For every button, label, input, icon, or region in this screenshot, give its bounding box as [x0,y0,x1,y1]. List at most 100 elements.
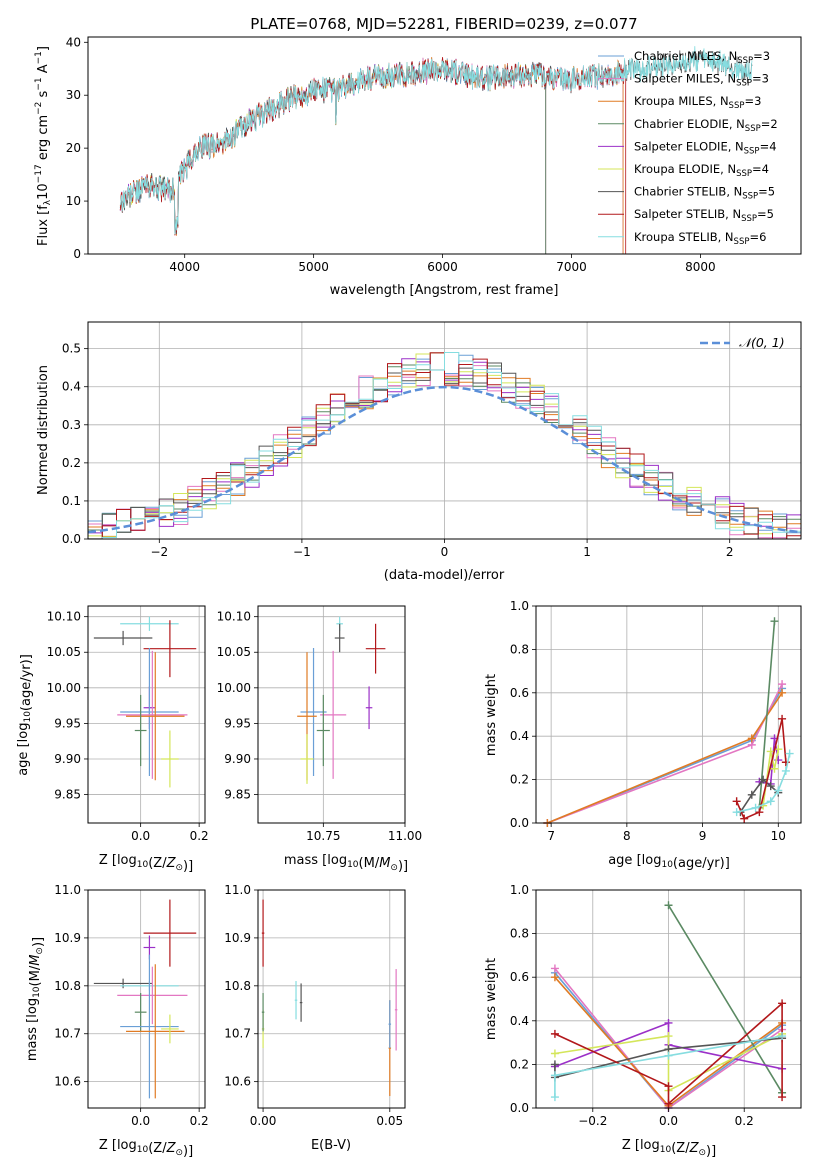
axes-frame [257,889,406,1109]
weight-marker-kroupa-elodie [664,1032,673,1041]
y-tick-label: 10.10 [47,610,81,624]
y-tick-label: 0.1 [62,494,81,508]
weight-marker-kroupa-stelib [550,1093,559,1102]
y-tick-label: 1.0 [510,599,529,613]
mass-vs-ebv-panel: 0.00 0.05 10.6 10.7 10.8 10.9 11.0 E(B-V) [224,883,406,1153]
x-tick-label: −2 [150,545,168,559]
histogram-kroupa-stelib [88,352,801,539]
weight-marker-kroupa-miles [550,973,559,982]
weight-marker-salpeter-stelib [732,797,741,806]
x-tick-label: 0.0 [131,1114,150,1128]
axes-frame [257,605,406,824]
weight-marker-kroupa-stelib [781,766,790,775]
weight-marker-salpeter-stelib [778,1093,787,1102]
y-axis-label: mass weight [484,674,499,756]
y-tick-label: 0 [73,247,81,261]
y-tick-label: 1.0 [510,883,529,897]
y-tick-label: 30 [66,88,81,102]
weight-line-chabrier-elodie [758,621,776,808]
legend-label: Salpeter STELIB, NSSP=5 [634,207,774,224]
y-tick-label: 0.4 [510,1014,529,1028]
x-tick-label: 0.2 [190,1114,209,1128]
x-axis-label: Z [log10(Z/Z⊙)] [99,1138,193,1159]
x-tick-label: 0.05 [376,1114,403,1128]
y-axis-label: mass weight [484,958,499,1040]
weight-marker-salpeter-stelib [664,1082,673,1091]
y-tick-label: 9.85 [224,788,251,802]
y-tick-label: 0.5 [62,342,81,356]
x-tick-label: 0.0 [131,829,150,843]
legend-label: Salpeter ELODIE, NSSP=4 [634,139,777,156]
weight-marker-chabrier-elodie [770,617,779,626]
y-tick-label: 10.6 [54,1075,81,1089]
weight-marker-kroupa-elodie [550,1049,559,1058]
weight-marker-salpeter-stelib [755,808,764,817]
weight-line-kroupa-stelib [554,1035,783,1098]
weight-marker-kroupa-stelib [778,1032,787,1041]
y-tick-label: 20 [66,141,81,155]
weight-line-chabrier-stelib [554,1037,783,1079]
weight-marker-chabrier-stelib [747,790,756,799]
x-tick-label: 0.2 [735,1114,754,1128]
x-tick-label: 0 [441,545,449,559]
x-axis-label: age [log10(age/yr)] [608,853,730,871]
x-tick-label: −1 [293,545,311,559]
y-tick-label: 9.90 [224,752,251,766]
y-tick-label: 9.90 [54,752,81,766]
y-tick-label: 0.8 [510,927,529,941]
y-tick-label: 0.0 [510,816,529,830]
y-axis-label: Normed distribution [36,365,51,495]
weight-marker-kroupa-stelib [785,749,794,758]
y-tick-label: 0.3 [62,418,81,432]
y-axis-label: mass [log10(M/M⊙)] [25,937,46,1061]
weight-marker-salpeter-stelib [778,999,787,1008]
weight-marker-chabrier-stelib [766,782,775,791]
x-tick-label: 0.2 [190,829,209,843]
x-tick-label: 10 [771,829,786,843]
y-tick-label: 10.05 [217,645,251,659]
axes-frame [535,605,802,824]
weight-marker-kroupa-stelib [766,797,775,806]
y-tick-label: 10.6 [224,1075,251,1089]
x-tick-label: 5000 [298,260,329,274]
y-axis-label: Flux [fλ10−17 erg cm−2 s−1 A−1] [34,46,53,246]
normal-curve [87,385,802,534]
x-axis-label: E(B-V) [311,1138,351,1153]
y-tick-label: 11.0 [54,883,81,897]
y-tick-label: 0.4 [62,380,81,394]
x-tick-label: 4000 [169,260,200,274]
weight-line-chabrier-elodie [667,904,783,1094]
x-axis-label: mass [log10(M/M⊙)] [284,853,408,874]
y-tick-label: 10.05 [47,645,81,659]
weight-marker-kroupa-stelib [732,808,741,817]
x-tick-label: 2 [726,545,734,559]
x-axis-label: (data-model)/error [384,568,505,583]
y-tick-label: 10.10 [217,610,251,624]
x-tick-label: −0.2 [578,1114,607,1128]
weight-marker-salpeter-stelib [550,1029,559,1038]
weight-marker-chabrier-stelib [550,1060,559,1069]
weight-marker-kroupa-stelib [751,803,760,812]
x-tick-label: 1 [583,545,591,559]
y-tick-label: 10.8 [224,979,251,993]
legend-label: Chabrier MILES, NSSP=3 [634,49,770,66]
x-tick-label: 9 [699,829,707,843]
spectrum-line-salpeter-stelib [119,57,627,254]
x-tick-label: 7000 [556,260,587,274]
weight-marker-salpeter-stelib [778,714,787,723]
x-tick-label: 11.00 [388,829,422,843]
mass-vs-metallicity-panel: 0.0 0.2 10.6 10.7 10.8 10.9 11.0 Z [log10(Z/Z⊙)… [25,883,209,1159]
y-tick-label: 0.8 [510,642,529,656]
weight-marker-kroupa-stelib [550,1071,559,1080]
weight-marker-salpeter-elodie [664,1018,673,1027]
y-tick-label: 11.0 [224,883,251,897]
age-vs-mass-panel: 10.75 11.00 9.85 9.90 9.95 10.00 10.05 10.10 mas… [217,605,422,874]
weight-vs-age-panel: 7 8 9 10 0.0 0.2 0.4 0.6 0.8 1.0 age [log10(age/yr… [484,599,802,871]
x-axis-label: Z [log10(Z/Z⊙)] [99,853,193,874]
y-tick-label: 0.0 [510,1101,529,1115]
y-tick-label: 0.2 [510,773,529,787]
y-tick-label: 10.7 [224,1027,251,1041]
y-tick-label: 10.8 [54,979,81,993]
weight-marker-salpeter-stelib [740,814,749,823]
y-tick-label: 10.00 [217,681,251,695]
